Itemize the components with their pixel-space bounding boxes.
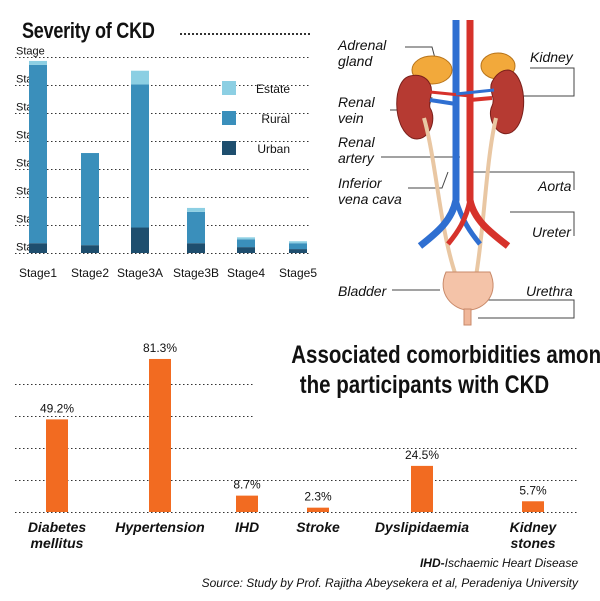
- title-dotted-rule: [180, 33, 310, 35]
- label-renal-vein-1: Renal: [338, 94, 375, 110]
- bar-stage4-rural: [237, 239, 255, 248]
- x-tick-label: Stage5: [279, 266, 317, 280]
- ihd-abbreviation: IHD-: [419, 556, 445, 570]
- bar-ihd: [236, 495, 258, 512]
- bar-stage4-estate: [237, 237, 255, 240]
- label-vena-cava: vena cava: [338, 191, 402, 207]
- x-tick-label-kidney-stones: stones: [510, 535, 555, 551]
- bar-stroke: [307, 507, 329, 512]
- legend-swatch-urban: [222, 141, 236, 155]
- bar-stage5-urban: [289, 249, 307, 253]
- label-gland: gland: [338, 53, 373, 69]
- comorbidities-title-line-2: the participants with CKD: [299, 371, 550, 399]
- y-tick-label: Stage: [16, 46, 45, 58]
- bar-stage1-estate: [29, 60, 47, 65]
- ckd-chart-title: Severity of CKD: [22, 18, 155, 43]
- bar-stage5-estate: [289, 241, 307, 244]
- x-tick-label-hypertension: Hypertension: [115, 519, 204, 535]
- data-label-dyslipidaemia: 24.5%: [405, 448, 439, 462]
- bar-stage3a-rural: [131, 84, 149, 228]
- bar-stage5-rural: [289, 243, 307, 250]
- bar-stage2-urban: [81, 245, 99, 253]
- label-bladder: Bladder: [338, 283, 388, 299]
- x-tick-label-diabetes-mellitus: mellitus: [31, 535, 84, 551]
- bar-stage1-rural: [29, 64, 47, 244]
- data-label-stroke: 2.3%: [304, 490, 332, 504]
- bar-hypertension: [149, 358, 171, 512]
- legend-label-rural: Rural: [261, 112, 290, 126]
- label-renal-artery-1: Renal: [338, 134, 375, 150]
- ckd-severity-chart: StageStageStageStageStageStageStageStage…: [15, 46, 317, 280]
- x-tick-label-dyslipidaemia: Dyslipidaemia: [375, 519, 469, 535]
- ihd-footnote: IHD-Ischaemic Heart Disease: [420, 556, 578, 570]
- label-ureter: Ureter: [532, 224, 572, 240]
- x-tick-label: Stage3A: [117, 266, 163, 280]
- bar-dyslipidaemia: [411, 465, 433, 512]
- bar-diabetes-mellitus: [46, 419, 68, 512]
- data-label-ihd: 8.7%: [233, 478, 261, 492]
- bar-kidney-stones: [522, 501, 544, 512]
- legend-swatch-estate: [222, 81, 236, 95]
- legend-swatch-rural: [222, 111, 236, 125]
- x-tick-label-ihd: IHD: [235, 519, 259, 535]
- data-label-hypertension: 81.3%: [143, 341, 177, 355]
- source-note: Source: Study by Prof. Rajitha Abeyseker…: [201, 576, 578, 590]
- bar-stage4-urban: [237, 247, 255, 253]
- x-tick-label-stroke: Stroke: [296, 519, 340, 535]
- label-urethra: Urethra: [526, 283, 573, 299]
- data-label-diabetes-mellitus: 49.2%: [40, 401, 74, 415]
- bar-stage1-urban: [29, 243, 47, 253]
- bar-stage3b-urban: [187, 243, 205, 253]
- x-tick-label: Stage1: [19, 266, 57, 280]
- bar-stage3b-estate: [187, 207, 205, 212]
- label-adrenal: Adrenal: [337, 37, 387, 53]
- bar-stage3a-urban: [131, 227, 149, 253]
- x-tick-label: Stage3B: [173, 266, 219, 280]
- bar-stage3b-rural: [187, 211, 205, 244]
- bar-stage3a-estate: [131, 70, 149, 85]
- urinary-system-illustration: Adrenal gland Kidney Renal vein Renal ar…: [337, 20, 575, 326]
- label-vein: vein: [338, 110, 364, 126]
- label-aorta: Aorta: [537, 178, 572, 194]
- legend-label-estate: Estate: [256, 82, 290, 96]
- label-inferior: Inferior: [338, 175, 383, 191]
- bar-stage2-rural: [81, 153, 99, 246]
- x-tick-label: Stage2: [71, 266, 109, 280]
- comorbidities-title-line-1: Associated comorbidities among: [291, 341, 600, 369]
- x-tick-label-diabetes-mellitus: Diabetes: [28, 519, 87, 535]
- label-artery: artery: [338, 150, 375, 166]
- legend-label-urban: Urban: [257, 142, 290, 156]
- ihd-definition: Ischaemic Heart Disease: [444, 556, 578, 570]
- data-label-kidney-stones: 5.7%: [519, 483, 547, 497]
- x-tick-label: Stage4: [227, 266, 265, 280]
- x-tick-label-kidney-stones: Kidney: [510, 519, 558, 535]
- comorbidities-chart-title: Associated comorbidities among the parti…: [291, 340, 600, 400]
- label-kidney: Kidney: [530, 49, 574, 65]
